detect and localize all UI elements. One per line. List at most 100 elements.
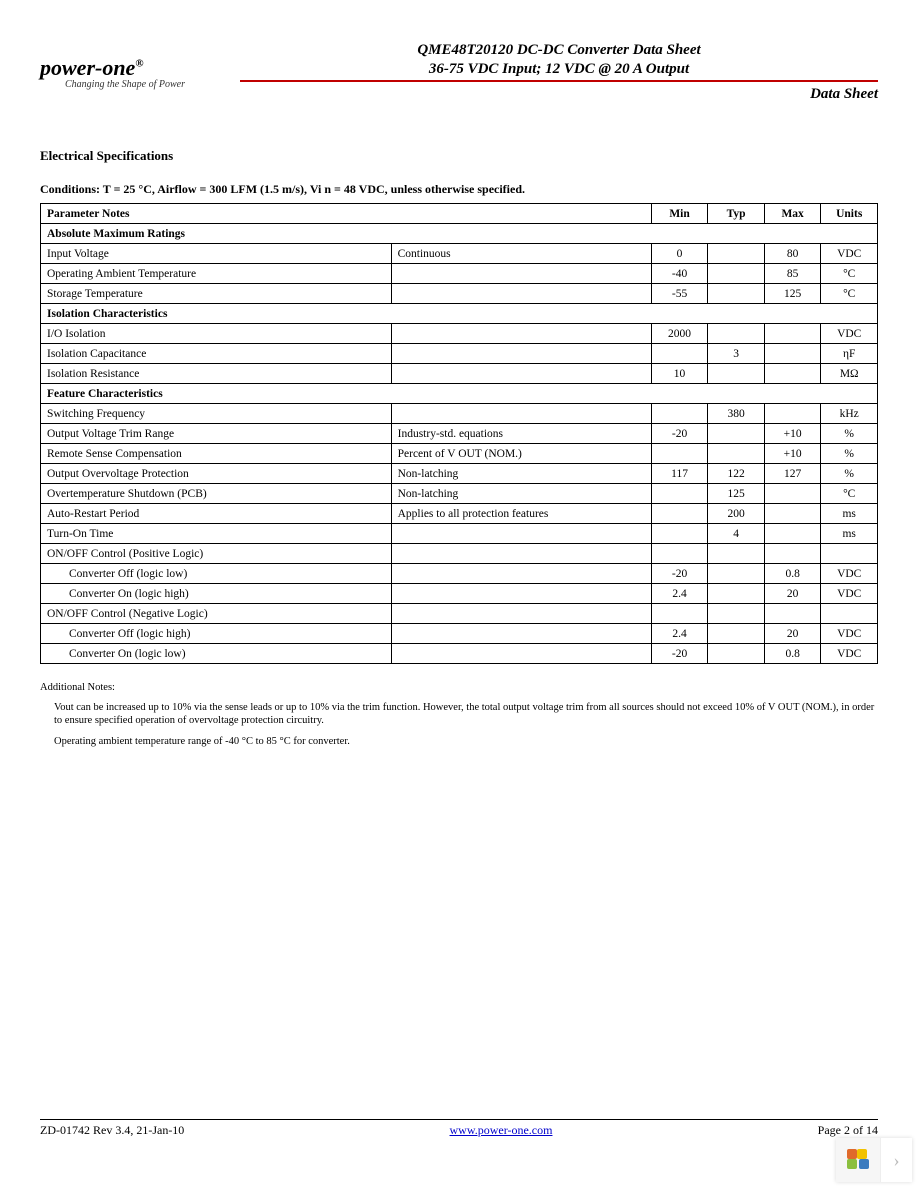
cell-units: VDC [821,564,878,584]
table-row: Input VoltageContinuous080VDC [41,244,878,264]
cell-max: 0.8 [764,644,821,664]
conditions-prefix: Conditions: T [40,182,111,196]
cell-param: Auto-Restart Period [41,504,392,524]
table-row: Converter Off (logic high)2.420VDC [41,624,878,644]
cell-typ: 4 [708,524,765,544]
datasheet-label: Data Sheet [240,86,878,103]
logo-text: power-one® [40,55,240,81]
cell-param: ON/OFF Control (Positive Logic) [41,544,392,564]
table-row: Output Voltage Trim RangeIndustry-std. e… [41,424,878,444]
additional-notes-title: Additional Notes: [40,682,878,693]
logo-main-text: power-one [40,55,135,80]
cell-max: 125 [764,284,821,304]
cell-param: Operating Ambient Temperature [41,264,392,284]
cell-min [651,344,708,364]
cell-min: -40 [651,264,708,284]
table-row: Operating Ambient Temperature -40 85°C [41,264,878,284]
cell-min [651,484,708,504]
corner-logo-icon[interactable] [836,1138,880,1182]
page-footer: ZD-01742 Rev 3.4, 21-Jan-10 www.power-on… [40,1119,878,1138]
cell-units: VDC [821,244,878,264]
table-row: Isolation Resistance 10 MΩ [41,364,878,384]
header-title-block: QME48T20120 DC-DC Converter Data Sheet 3… [240,30,878,103]
cell-param: Turn-On Time [41,524,392,544]
table-row: Output Overvoltage ProtectionNon-latchin… [41,464,878,484]
cell-units: ηF [821,344,878,364]
spec-table: Parameter Notes Min Typ Max Units Absolu… [40,203,878,664]
cell-notes [391,604,651,624]
footer-left: ZD-01742 Rev 3.4, 21-Jan-10 [40,1123,184,1138]
cell-max: +10 [764,444,821,464]
cell-max: 80 [764,244,821,264]
cell-typ: 125 [708,484,765,504]
note-item: Vout can be increased up to 10% via the … [54,701,878,727]
cell-units: ms [821,504,878,524]
logo: power-one® Changing the Shape of Power [40,30,240,90]
table-section-title: Isolation Characteristics [41,304,878,324]
cell-max [764,364,821,384]
cell-units: % [821,464,878,484]
cell-typ [708,324,765,344]
cell-param: Input Voltage [41,244,392,264]
corner-next-button[interactable]: › [880,1138,912,1182]
table-row: ON/OFF Control (Positive Logic) [41,544,878,564]
footer-link[interactable]: www.power-one.com [450,1123,553,1138]
cell-min: 0 [651,244,708,264]
cell-notes [391,644,651,664]
cell-typ [708,264,765,284]
cell-notes [391,564,651,584]
cell-notes [391,324,651,344]
cell-param: Converter On (logic low) [41,644,392,664]
cell-typ [708,564,765,584]
cell-units: °C [821,264,878,284]
table-row: Converter On (logic low)-200.8VDC [41,644,878,664]
cell-max: 20 [764,624,821,644]
cell-max [764,544,821,564]
cell-max: 85 [764,264,821,284]
table-section-row: Isolation Characteristics [41,304,878,324]
cell-notes: Non-latching [391,484,651,504]
table-row: Converter On (logic high)2.420VDC [41,584,878,604]
cell-min: 2.4 [651,624,708,644]
table-section-row: Absolute Maximum Ratings [41,224,878,244]
table-row: Turn-On Time 4 ms [41,524,878,544]
th-min: Min [651,204,708,224]
table-row: Overtemperature Shutdown (PCB)Non-latchi… [41,484,878,504]
cell-typ [708,284,765,304]
cell-units: ms [821,524,878,544]
cell-units: °C [821,284,878,304]
cell-notes [391,624,651,644]
cell-min: 10 [651,364,708,384]
cell-notes: Non-latching [391,464,651,484]
cell-typ [708,364,765,384]
cell-notes [391,544,651,564]
cell-units: MΩ [821,364,878,384]
cell-units: VDC [821,324,878,344]
cell-param: I/O Isolation [41,324,392,344]
cell-max [764,344,821,364]
cell-typ [708,244,765,264]
cell-param: Output Voltage Trim Range [41,424,392,444]
cell-typ [708,444,765,464]
table-row: Auto-Restart PeriodApplies to all protec… [41,504,878,524]
table-row: ON/OFF Control (Negative Logic) [41,604,878,624]
cell-max: 127 [764,464,821,484]
table-row: Switching Frequency380kHz [41,404,878,424]
cell-notes [391,404,651,424]
table-section-title: Feature Characteristics [41,384,878,404]
table-section-title: Absolute Maximum Ratings [41,224,878,244]
corner-widget: › [836,1138,912,1182]
cell-typ [708,424,765,444]
cell-units: % [821,424,878,444]
cell-min [651,524,708,544]
cell-max [764,504,821,524]
cell-notes [391,584,651,604]
conditions-rest: = 25 °C, Airflow = 300 LFM (1.5 m/s), Vi… [111,182,525,196]
table-row: Remote Sense CompensationPercent of V OU… [41,444,878,464]
cell-min [651,604,708,624]
cell-typ: 3 [708,344,765,364]
cell-min: -20 [651,644,708,664]
cell-typ [708,644,765,664]
cell-param: Isolation Resistance [41,364,392,384]
table-row: Converter Off (logic low)-200.8VDC [41,564,878,584]
